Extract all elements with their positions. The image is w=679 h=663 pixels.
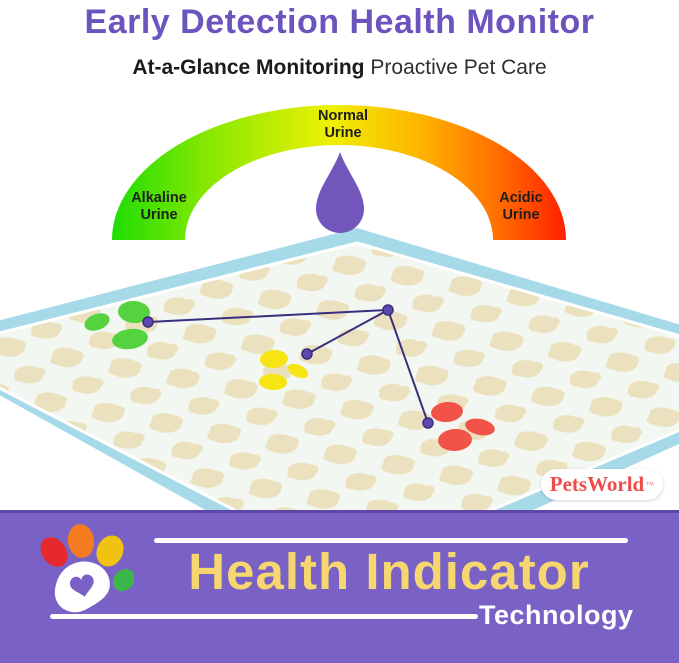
gauge-label-acidic: Acidic Urine — [499, 190, 543, 224]
pad-surface-pattern — [0, 243, 679, 570]
urine-droplet-icon — [316, 152, 364, 233]
alkaline-green-stain — [84, 300, 150, 350]
gauge-label-alkaline: Alkaline Urine — [131, 190, 187, 224]
page-subtitle: At-a-Glance Monitoring Proactive Pet Care — [0, 56, 679, 80]
connector-nodes — [142, 304, 434, 429]
ph-gauge-arc — [112, 105, 566, 240]
brand-name: PetsWorld — [549, 472, 645, 496]
heart-icon — [69, 574, 94, 597]
banner-subtitle: Technology — [479, 600, 634, 630]
banner-title: Health Indicator — [188, 543, 590, 600]
brand-badge: PetsWorld ™ — [541, 469, 663, 500]
banner-rule-bottom — [50, 614, 478, 619]
subtitle-rest: Proactive Pet Care — [370, 56, 547, 79]
paw-print-icon — [40, 524, 134, 613]
subtitle-bold: At-a-Glance Monitoring — [132, 56, 365, 79]
banner-rule-top — [154, 538, 628, 543]
acidic-red-stain — [431, 401, 495, 452]
gauge-label-normal: Normal Urine — [318, 108, 368, 142]
trademark-symbol: ™ — [645, 479, 655, 490]
bottom-banner: Health Indicator Technology — [0, 510, 679, 663]
pee-pad — [0, 228, 679, 592]
page-title: Early Detection Health Monitor — [84, 3, 595, 41]
normal-yellow-stain — [259, 349, 309, 391]
banner-top-edge — [0, 510, 679, 513]
